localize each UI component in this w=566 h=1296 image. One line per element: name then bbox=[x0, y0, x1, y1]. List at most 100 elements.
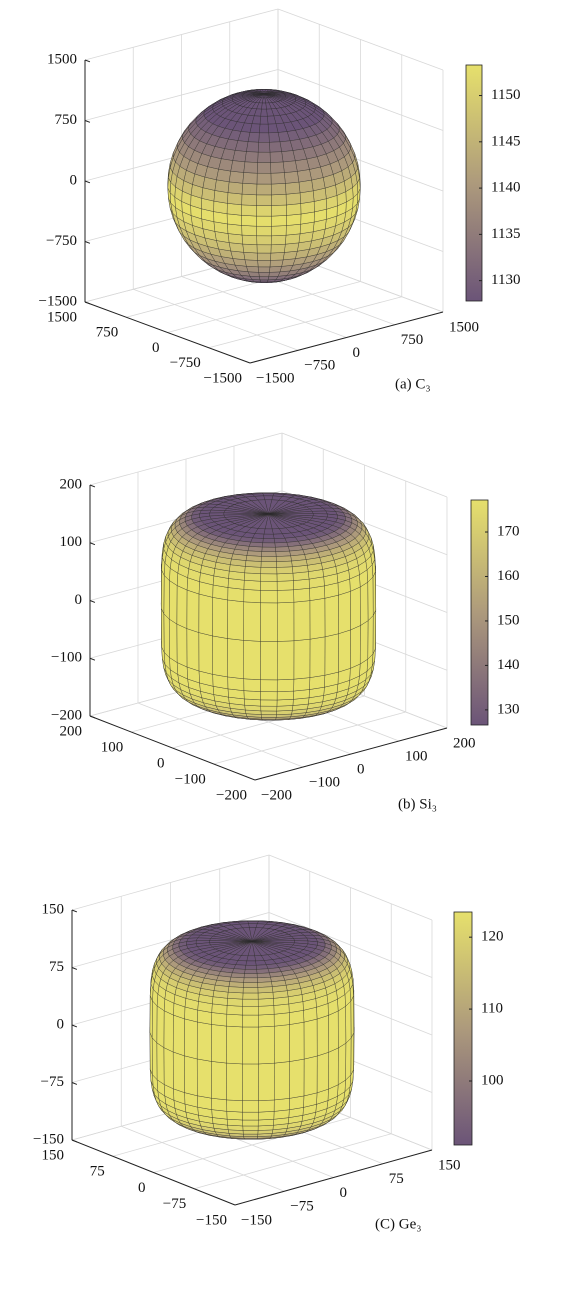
grid-line bbox=[121, 1125, 285, 1192]
z-tick-label: 0 bbox=[70, 172, 78, 188]
tick-mark bbox=[71, 1082, 78, 1085]
z-tick-label: −200 bbox=[51, 707, 82, 723]
surface bbox=[149, 920, 355, 1140]
tick-mark bbox=[84, 180, 91, 184]
y-tick-label: 100 bbox=[405, 748, 428, 764]
x-tick-label: −75 bbox=[163, 1196, 186, 1212]
z-tick-label: 0 bbox=[57, 1016, 65, 1032]
grid-line bbox=[84, 69, 279, 121]
x-tick-label: 0 bbox=[152, 340, 160, 356]
colorbar-label: 1150 bbox=[491, 87, 520, 103]
x-tick-label: 100 bbox=[101, 739, 124, 755]
panel: −200−1000100200−200−1000100200−200−10001… bbox=[51, 432, 520, 812]
y-axis bbox=[254, 727, 448, 781]
z-tick-label: 0 bbox=[75, 592, 83, 608]
grid-line bbox=[137, 702, 304, 768]
tick-mark bbox=[84, 241, 91, 244]
y-axis bbox=[234, 1149, 433, 1206]
z-tick-label: 750 bbox=[55, 112, 78, 128]
colorbar bbox=[470, 499, 489, 726]
x-tick-label: −100 bbox=[175, 771, 206, 787]
x-tick-label: 0 bbox=[138, 1180, 146, 1196]
x-tick-label: 75 bbox=[90, 1164, 105, 1180]
y-tick-label: 750 bbox=[401, 332, 424, 348]
colorbar-label: 130 bbox=[497, 701, 520, 717]
grid-line bbox=[181, 276, 347, 338]
y-tick-label: 0 bbox=[357, 761, 365, 777]
y-tick-label: 1500 bbox=[449, 319, 479, 335]
y-tick-label: 0 bbox=[353, 345, 361, 361]
grid-line bbox=[268, 854, 433, 921]
tick-mark bbox=[89, 542, 96, 546]
grid-line bbox=[133, 288, 299, 351]
colorbar-label: 150 bbox=[497, 612, 520, 628]
x-tick-label: −150 bbox=[196, 1212, 227, 1228]
z-tick-label: −100 bbox=[51, 650, 82, 666]
y-tick-label: −750 bbox=[304, 358, 335, 374]
x-axis bbox=[89, 715, 256, 781]
tick-mark bbox=[89, 600, 96, 603]
x-tick-label: 1500 bbox=[47, 309, 77, 325]
tick-mark bbox=[71, 967, 78, 970]
grid-line bbox=[84, 8, 279, 61]
z-tick-label: −1500 bbox=[39, 293, 77, 309]
y-tick-label: −75 bbox=[290, 1199, 313, 1215]
y-tick-label: −150 bbox=[241, 1212, 272, 1228]
tick-mark bbox=[89, 484, 96, 488]
x-tick-label: 150 bbox=[42, 1147, 65, 1163]
y-tick-label: −100 bbox=[309, 774, 340, 790]
x-tick-label: −750 bbox=[170, 355, 201, 371]
colorbar-label: 120 bbox=[481, 929, 504, 945]
colorbar-label: 100 bbox=[481, 1072, 504, 1088]
colorbar-label: 110 bbox=[481, 1001, 503, 1017]
x-tick-label: −1500 bbox=[204, 370, 242, 386]
colorbar-label: 140 bbox=[497, 657, 520, 673]
colorbar-label: 1135 bbox=[491, 226, 520, 242]
colorbar-label: 170 bbox=[497, 523, 520, 539]
panel: −1500−75007501500−1500−75007501500−1500−… bbox=[39, 8, 520, 392]
y-tick-label: 200 bbox=[453, 735, 476, 751]
grid-line bbox=[89, 432, 283, 486]
x-tick-label: 200 bbox=[60, 723, 83, 739]
caption: (b) Si₃ bbox=[398, 796, 437, 812]
tick-mark bbox=[71, 1024, 78, 1028]
panel: −150−75075150−150−75075150−150−750751501… bbox=[33, 854, 504, 1232]
y-tick-label: −1500 bbox=[256, 370, 294, 386]
grid-line bbox=[277, 69, 444, 131]
grid-line bbox=[71, 854, 270, 911]
grid-line bbox=[281, 432, 448, 498]
z-tick-label: −75 bbox=[41, 1074, 64, 1090]
y-tick-label: 0 bbox=[340, 1185, 348, 1201]
colorbar-label: 160 bbox=[497, 568, 520, 584]
x-axis bbox=[84, 301, 251, 364]
z-tick-label: 200 bbox=[60, 476, 83, 492]
tick-mark bbox=[71, 909, 78, 913]
tick-mark bbox=[84, 120, 91, 123]
surface bbox=[167, 89, 361, 283]
caption: (a) C₃ bbox=[395, 376, 431, 392]
colorbar-label: 1130 bbox=[491, 272, 520, 288]
z-tick-label: −750 bbox=[46, 233, 77, 249]
x-tick-label: −200 bbox=[216, 787, 247, 803]
colorbar bbox=[453, 911, 473, 1146]
z-tick-label: 1500 bbox=[47, 51, 77, 67]
grid-line bbox=[277, 8, 444, 71]
tick-mark bbox=[89, 657, 96, 661]
y-tick-label: 75 bbox=[389, 1171, 404, 1187]
x-axis bbox=[71, 1139, 236, 1206]
z-tick-label: −150 bbox=[33, 1131, 64, 1147]
colorbar-label: 1145 bbox=[491, 133, 520, 149]
surface bbox=[161, 492, 376, 721]
x-tick-label: 0 bbox=[157, 755, 165, 771]
z-tick-label: 75 bbox=[49, 959, 64, 975]
grid-line bbox=[268, 912, 433, 978]
caption: (C) Ge₃ bbox=[375, 1216, 421, 1232]
z-tick-label: 100 bbox=[60, 534, 83, 550]
colorbar bbox=[465, 64, 483, 302]
y-axis bbox=[249, 311, 444, 364]
y-tick-label: 150 bbox=[438, 1157, 461, 1173]
y-tick-label: −200 bbox=[261, 787, 292, 803]
tick-mark bbox=[84, 59, 91, 63]
colorbar-label: 1140 bbox=[491, 180, 520, 196]
